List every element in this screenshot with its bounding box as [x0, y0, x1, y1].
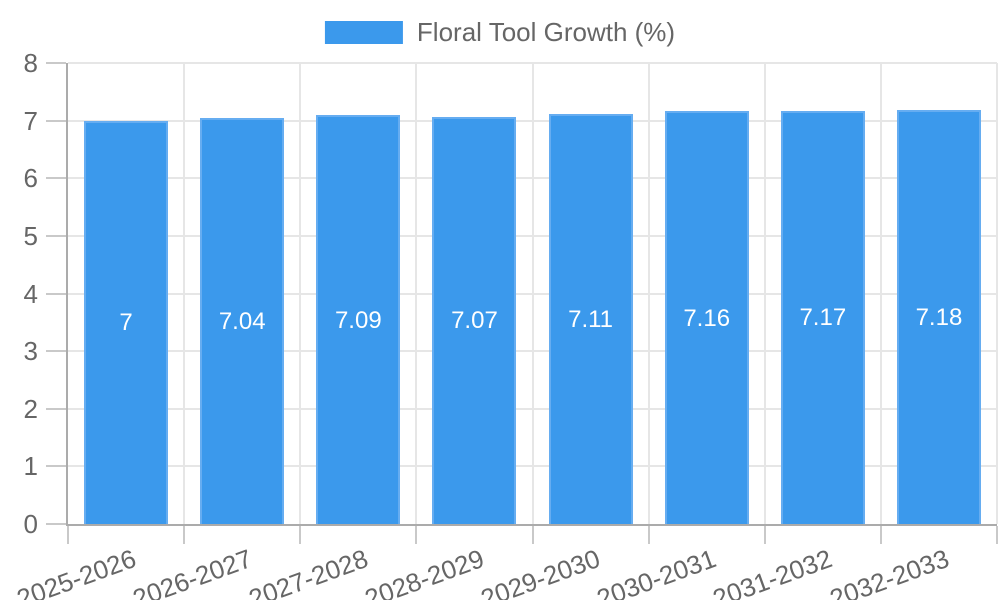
x-gridline — [531, 63, 534, 524]
y-tick-mark — [46, 523, 66, 525]
x-tick-mark — [879, 526, 882, 544]
y-tick-mark — [46, 62, 66, 64]
bar-value-label: 7 — [119, 309, 133, 337]
y-tick-label: 8 — [23, 48, 38, 78]
x-tick-label: 2029-2030 — [477, 543, 605, 600]
bar-value-label: 7.11 — [568, 306, 614, 334]
bar: 7.07 — [432, 116, 517, 524]
y-tick-label: 7 — [23, 105, 38, 136]
x-tick-label: 2028-2029 — [360, 543, 489, 600]
x-tick-label: 2030-2031 — [593, 543, 721, 600]
y-tick-mark — [46, 234, 66, 237]
bar: 7.18 — [896, 110, 981, 524]
y-tick-mark — [46, 350, 66, 353]
bar: 7.04 — [200, 118, 285, 524]
x-tick-mark — [531, 526, 534, 544]
y-tick-mark — [46, 292, 66, 295]
y-tick-label: 3 — [23, 336, 38, 367]
y-tick-label: 5 — [23, 220, 38, 251]
x-tick-mark — [183, 526, 186, 544]
y-tick-label: 4 — [23, 278, 38, 309]
x-gridline — [183, 63, 186, 524]
y-axis — [66, 63, 68, 526]
bar-value-label: 7.09 — [334, 306, 382, 334]
x-tick-label: 2026-2027 — [128, 543, 256, 600]
y-tick-mark — [46, 119, 66, 122]
y-tick-label: 6 — [23, 163, 38, 194]
x-gridline — [415, 63, 418, 524]
x-gridline — [299, 63, 302, 524]
x-gridline — [763, 63, 766, 524]
legend-swatch[interactable] — [324, 21, 403, 44]
bar-value-label: 7.16 — [683, 304, 731, 332]
x-tick-label: 2031-2032 — [709, 543, 837, 600]
x-tick-mark — [763, 526, 766, 544]
bar: 7.17 — [780, 110, 865, 524]
bar: 7.16 — [664, 111, 749, 524]
x-tick-label: 2032-2033 — [825, 543, 953, 600]
bar: 7 — [84, 120, 169, 524]
x-gridline — [647, 63, 650, 524]
x-tick-mark — [647, 526, 650, 544]
x-gridline — [996, 63, 998, 524]
y-tick-label: 2 — [23, 393, 38, 424]
y-tick-label: 1 — [23, 451, 38, 482]
bar-value-label: 7.07 — [451, 307, 498, 335]
x-gridline — [879, 63, 882, 524]
bar: 7.11 — [548, 114, 633, 524]
x-tick-mark — [996, 526, 998, 544]
plot-area: 0 1 2 3 4 5 6 7 8 7 2025-2026 7.04 2026-2027 7.09 2027… — [13, 50, 998, 600]
bar-value-label: 7.17 — [799, 304, 847, 332]
y-tick-mark — [46, 177, 66, 180]
legend-label[interactable]: Floral Tool Growth (%) — [416, 17, 676, 47]
x-tick-mark — [299, 526, 302, 544]
legend[interactable]: Floral Tool Growth (%) — [324, 17, 676, 48]
x-tick-label: 2027-2028 — [244, 543, 372, 600]
bar-value-label: 7.04 — [218, 308, 266, 336]
x-tick-mark — [67, 526, 69, 544]
bar-value-label: 7.18 — [915, 304, 963, 332]
y-tick-mark — [46, 407, 66, 410]
x-tick-mark — [415, 526, 418, 544]
x-axis — [66, 524, 997, 526]
y-tick-label: 0 — [23, 509, 38, 539]
y-tick-mark — [46, 465, 66, 468]
bar: 7.09 — [316, 115, 401, 524]
x-tick-label: 2025-2026 — [12, 543, 140, 600]
